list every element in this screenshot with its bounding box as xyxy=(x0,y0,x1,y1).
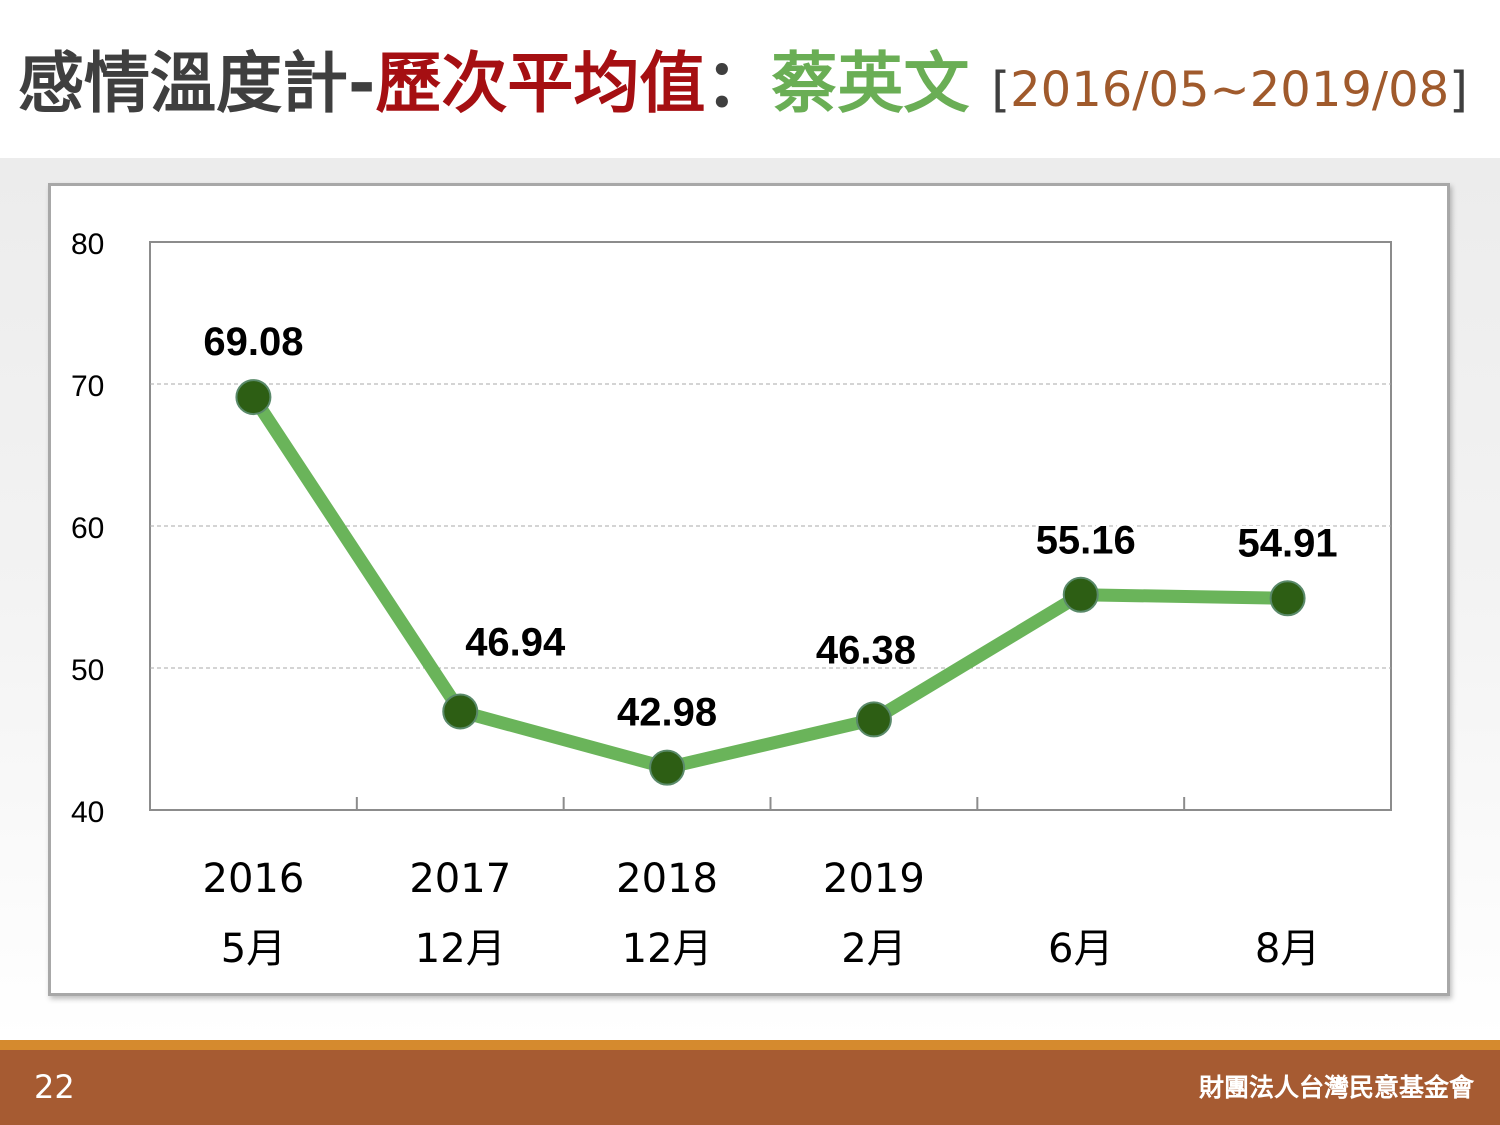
data-point-3 xyxy=(855,701,892,738)
y-tick-label-60: 60 xyxy=(71,512,104,545)
data-label-3: 46.38 xyxy=(816,628,916,672)
title-measure: 歷次平均值 xyxy=(375,45,706,122)
x-month-label-0: 5月 xyxy=(221,926,286,972)
title-separator: ： xyxy=(705,45,772,122)
line-chart: 40 50 60 70 80 2016 2017 2018 2019 5月 12月 12月 2月 6月 8月… xyxy=(71,228,1392,972)
x-year-label-1: 2017 xyxy=(409,856,511,902)
footer-bar xyxy=(0,1050,1500,1125)
title-topic: 感情溫度計- xyxy=(18,45,376,122)
title-person: 蔡英文 xyxy=(771,45,970,122)
data-point-0 xyxy=(235,379,272,416)
x-year-label-3: 2019 xyxy=(823,856,925,902)
y-tick-label-40: 40 xyxy=(71,796,104,829)
data-point-4 xyxy=(1062,576,1099,613)
data-label-0: 69.08 xyxy=(203,320,303,364)
data-label-5: 54.91 xyxy=(1238,521,1338,565)
x-month-label-1: 12月 xyxy=(415,926,506,972)
date-range-text: 2016/05~2019/08 xyxy=(1010,62,1450,118)
data-label-4: 55.16 xyxy=(1036,519,1136,563)
x-month-label-5: 8月 xyxy=(1255,926,1320,972)
title-date-range: [2016/05~2019/08] xyxy=(991,62,1468,118)
page-number: 22 xyxy=(34,1068,75,1106)
bracket-open: [ xyxy=(991,62,1011,118)
organization-name: 財團法人台灣民意基金會 xyxy=(1198,1073,1474,1102)
bracket-close: ] xyxy=(1449,62,1468,118)
data-point-2 xyxy=(649,749,686,786)
data-label-1: 46.94 xyxy=(465,620,566,664)
data-point-1 xyxy=(442,693,479,730)
x-month-label-2: 12月 xyxy=(622,926,713,972)
x-month-label-4: 6月 xyxy=(1048,926,1113,972)
x-year-label-2: 2018 xyxy=(616,856,718,902)
data-point-5 xyxy=(1269,580,1306,617)
data-label-2: 42.98 xyxy=(617,691,717,735)
y-tick-label-50: 50 xyxy=(71,654,104,687)
chart-panel: 40 50 60 70 80 2016 2017 2018 2019 5月 12月 12月 2月 6月 8月… xyxy=(48,183,1450,996)
x-month-label-3: 2月 xyxy=(841,926,906,972)
slide-title: 感情溫度計-歷次平均值：蔡英文 [2016/05~2019/08] xyxy=(18,40,1468,134)
x-year-label-0: 2016 xyxy=(203,856,305,902)
y-tick-label-80: 80 xyxy=(71,228,104,261)
y-tick-label-70: 70 xyxy=(71,370,104,403)
footer-stripe xyxy=(0,1040,1500,1050)
title-bar: 感情溫度計-歷次平均值：蔡英文 [2016/05~2019/08] xyxy=(0,0,1500,158)
series-line xyxy=(246,390,1295,775)
